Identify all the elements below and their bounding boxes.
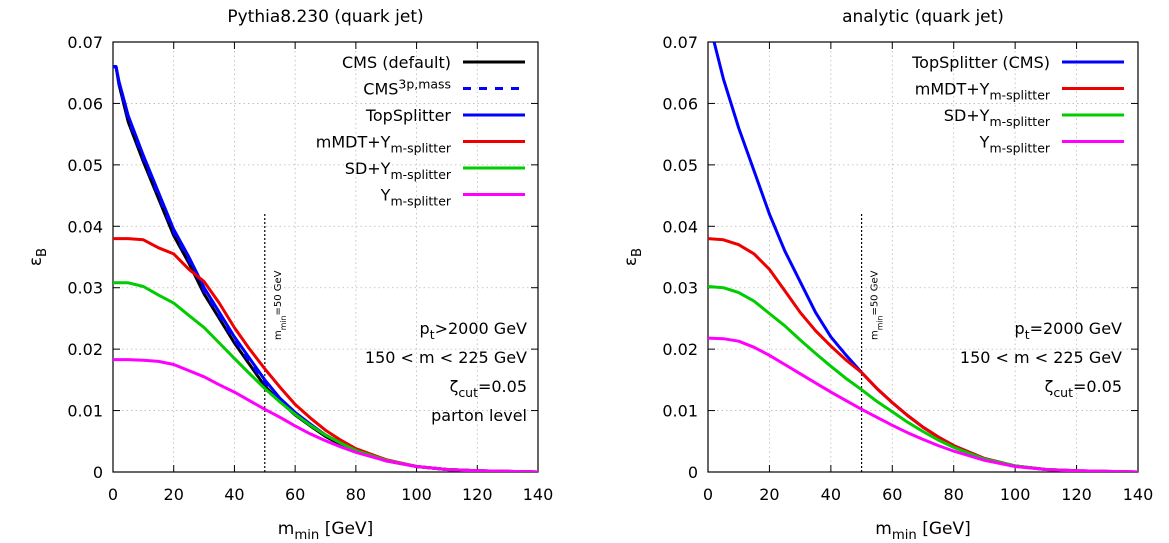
- y-tick-label: 0.04: [67, 217, 103, 236]
- chart-title: analytic (quark jet): [842, 7, 1004, 27]
- legend-label-1: CMS (default): [342, 53, 451, 72]
- x-tick-label: 100: [1000, 485, 1031, 504]
- annotation-2: 150 < m < 225 GeV: [365, 348, 527, 367]
- x-tick-label: 20: [164, 485, 184, 504]
- legend-label-4: mMDT+Ym-splitter: [316, 133, 452, 156]
- mmin-reference-label: mmin=50 GeV: [273, 270, 288, 340]
- x-tick-label: 40: [821, 485, 841, 504]
- y-tick-label: 0.07: [67, 33, 103, 52]
- legend-label-5: SD+Ym-splitter: [345, 159, 452, 182]
- legend-label-3: TopSplitter: [365, 106, 452, 125]
- x-tick-label: 20: [759, 485, 779, 504]
- y-tick-label: 0.06: [67, 94, 103, 113]
- x-tick-label: 120: [462, 485, 493, 504]
- legend-label-2: mMDT+Ym-splitter: [915, 80, 1051, 103]
- x-tick-label: 0: [703, 485, 713, 504]
- annotation-3: ζcut=0.05: [1045, 377, 1122, 400]
- plot-frame: [112, 41, 539, 473]
- plot-frame: [707, 41, 1139, 473]
- series-line-5: [113, 281, 538, 472]
- series-line-4: [708, 336, 1138, 472]
- y-tick-label: 0.05: [67, 156, 103, 175]
- y-tick-label: 0.03: [67, 279, 103, 298]
- legend-label-4: Ym-splitter: [979, 133, 1051, 156]
- x-tick-label: 80: [346, 485, 366, 504]
- y-tick-label: 0.01: [662, 402, 698, 421]
- chart-panel-2: 0 20 40 60 80 100 120 140 0 0.01 0.02 0.03 0.04 0.05 0…: [621, 7, 1153, 543]
- legend-label-1: TopSplitter (CMS): [911, 53, 1050, 72]
- series-line-1: [712, 42, 1138, 472]
- x-tick-label: 140: [1123, 485, 1154, 504]
- y-axis-label: εB: [26, 248, 50, 266]
- x-tick-label: 40: [224, 485, 244, 504]
- y-tick-label: 0.01: [67, 402, 103, 421]
- y-axis-label: εB: [621, 248, 645, 266]
- y-tick-label: 0.02: [662, 340, 698, 359]
- legend-label-3: SD+Ym-splitter: [944, 106, 1051, 129]
- x-tick-label: 140: [523, 485, 554, 504]
- y-tick-label: 0.05: [662, 156, 698, 175]
- x-tick-label: 120: [1061, 485, 1092, 504]
- annotation-1: pt=2000 GeV: [1015, 319, 1123, 342]
- annotation-1: pt>2000 GeV: [420, 319, 528, 342]
- annotation-2: 150 < m < 225 GeV: [960, 348, 1122, 367]
- annotation-3: ζcut=0.05: [450, 377, 527, 400]
- legend-label-2: CMS3p,mass: [363, 77, 451, 99]
- chart-title: Pythia8.230 (quark jet): [227, 7, 423, 27]
- mmin-reference-label: mmin=50 GeV: [870, 270, 885, 340]
- x-tick-label: 0: [108, 485, 118, 504]
- x-tick-label: 100: [401, 485, 432, 504]
- annotation-4: parton level: [431, 406, 527, 425]
- y-tick-label: 0.04: [662, 217, 698, 236]
- y-tick-label: 0: [93, 463, 103, 482]
- x-tick-label: 60: [285, 485, 305, 504]
- y-tick-label: 0.02: [67, 340, 103, 359]
- y-tick-label: 0.07: [662, 33, 698, 52]
- y-tick-label: 0.03: [662, 279, 698, 298]
- x-tick-label: 60: [882, 485, 902, 504]
- legend-label-6: Ym-splitter: [380, 186, 452, 209]
- y-tick-label: 0: [688, 463, 698, 482]
- y-tick-label: 0.06: [662, 94, 698, 113]
- chart-panel-1: 0 20 40 60 80 100 120 140 0 0.01 0.02 0.03 0.04 0.05 0…: [26, 7, 553, 543]
- series-line-6: [113, 358, 538, 472]
- x-axis-label: mmin [GeV]: [875, 519, 971, 543]
- x-axis-label: mmin [GeV]: [278, 519, 374, 543]
- x-tick-label: 80: [944, 485, 964, 504]
